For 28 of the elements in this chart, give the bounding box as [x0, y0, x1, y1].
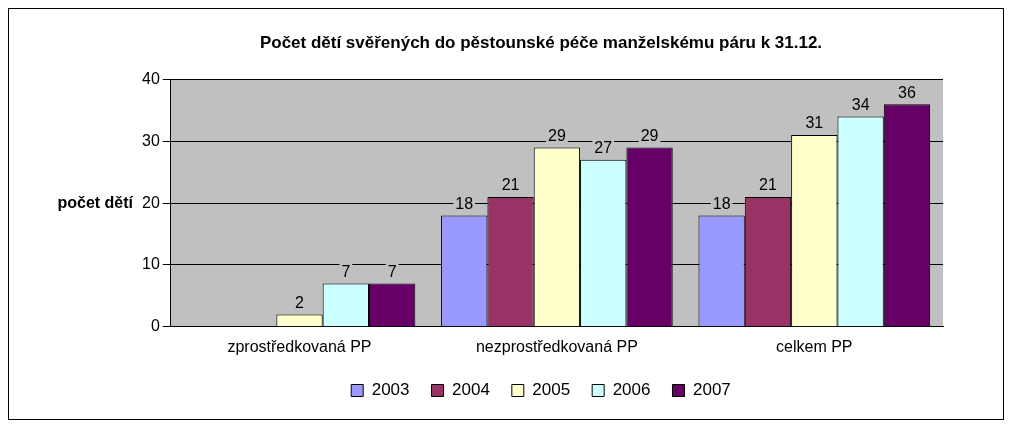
y-tick-label: 20 [142, 193, 160, 211]
y-tick-label: 40 [142, 69, 160, 87]
x-tick-label: zprostředkovaná PP [227, 337, 372, 355]
data-label: 29 [640, 126, 659, 144]
legend-label: 2006 [612, 380, 651, 400]
y-tick-label: 0 [150, 317, 160, 335]
data-label: 18 [455, 194, 474, 212]
data-label: 36 [898, 83, 916, 101]
legend-label: 2004 [452, 380, 490, 400]
legend-label: 2003 [371, 380, 410, 400]
chart-title: Počet dětí svěřených do pěstounské péče manželskému páru k 31.12. [259, 32, 823, 52]
data-label: 7 [341, 262, 351, 280]
y-tick-label: 10 [142, 255, 160, 273]
data-label: 7 [387, 262, 397, 280]
data-label: 18 [712, 194, 731, 212]
data-label: 34 [851, 95, 870, 113]
x-tick-label: celkem PP [776, 337, 853, 355]
data-label: 29 [548, 126, 566, 144]
legend-label: 2007 [692, 380, 731, 400]
legend-label: 2005 [532, 380, 571, 400]
x-tick-label: nezprostředkovaná PP [475, 337, 638, 355]
data-label: 21 [501, 176, 520, 194]
data-label: 21 [759, 176, 777, 194]
data-label: 2 [295, 293, 305, 311]
y-tick-label: 30 [142, 131, 160, 149]
data-label: 27 [594, 139, 613, 157]
y-axis-title: počet dětí [57, 193, 134, 211]
data-label: 31 [805, 114, 824, 132]
